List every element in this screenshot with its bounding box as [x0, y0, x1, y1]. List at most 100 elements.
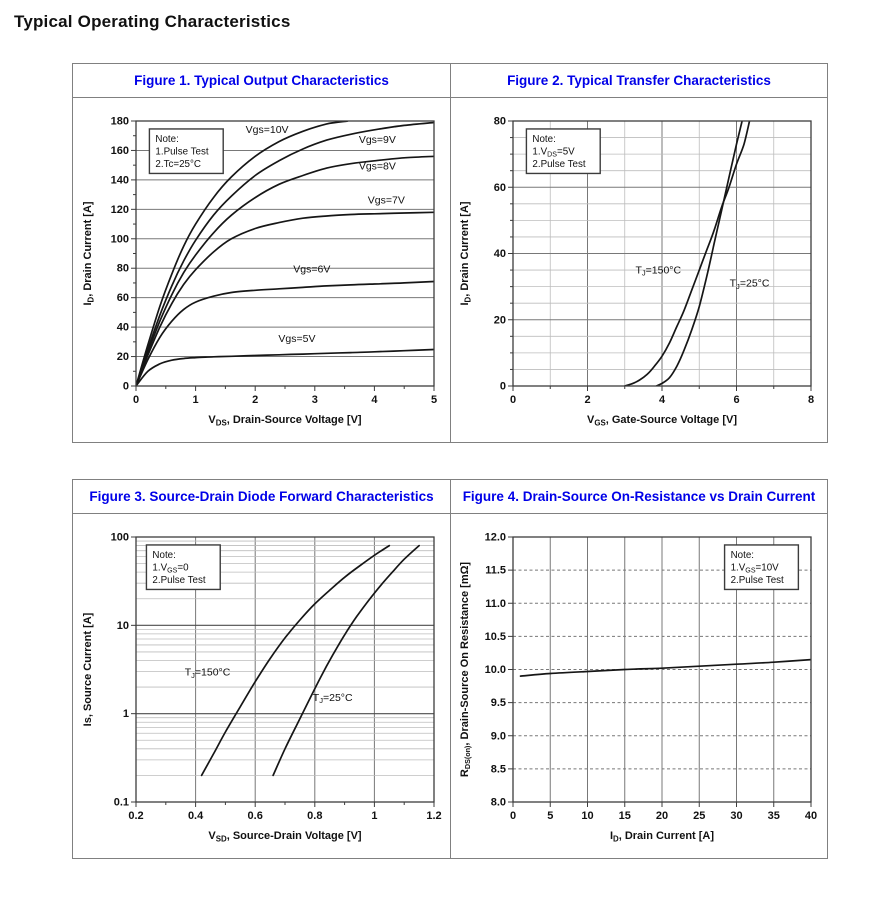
svg-text:Vgs=7V: Vgs=7V: [367, 194, 404, 206]
svg-text:11.5: 11.5: [485, 565, 506, 577]
svg-text:35: 35: [768, 810, 780, 822]
svg-text:60: 60: [116, 292, 128, 304]
page-title: Typical Operating Characteristics: [14, 12, 291, 31]
svg-text:10.5: 10.5: [485, 631, 506, 643]
svg-text:1: 1: [371, 810, 377, 822]
svg-text:VGS, Gate-Source Voltage [V]: VGS, Gate-Source Voltage [V]: [587, 414, 737, 427]
svg-text:TJ=150°C: TJ=150°C: [635, 264, 681, 277]
svg-text:ID, Drain Current [A]: ID, Drain Current [A]: [610, 830, 714, 843]
figure-table-top: Figure 1. Typical Output Characteristics…: [72, 63, 828, 443]
svg-text:10.0: 10.0: [485, 664, 506, 676]
svg-text:80: 80: [494, 116, 506, 128]
svg-text:9.5: 9.5: [491, 697, 506, 709]
svg-text:8.5: 8.5: [491, 763, 506, 775]
svg-text:Note:: Note:: [155, 134, 178, 145]
svg-text:12.0: 12.0: [485, 532, 506, 544]
svg-text:9.0: 9.0: [491, 730, 506, 742]
svg-text:60: 60: [494, 182, 506, 194]
svg-text:15: 15: [619, 810, 631, 822]
figure2-title: Figure 2. Typical Transfer Characteristi…: [451, 64, 827, 98]
svg-text:0: 0: [510, 394, 516, 406]
svg-text:100: 100: [110, 532, 128, 544]
figure4-chart: 0 5 10 15 20 25 30 35 40 8.0 8.5 9.0 9.5 10.0 10.5 11.0…: [451, 514, 827, 858]
svg-text:1.VGS=0: 1.VGS=0: [152, 562, 189, 574]
figure4-chart-svg: 0 5 10 15 20 25 30 35 40 8.0 8.5 9.0 9.5 10.0 10.5 11.0…: [459, 532, 817, 844]
svg-text:Vgs=10V: Vgs=10V: [245, 124, 288, 136]
svg-text:1: 1: [192, 394, 198, 406]
svg-text:8: 8: [808, 394, 814, 406]
svg-text:10: 10: [116, 620, 128, 632]
svg-text:1.VDS=5V: 1.VDS=5V: [532, 146, 575, 158]
svg-text:Vgs=8V: Vgs=8V: [358, 161, 395, 173]
svg-text:140: 140: [110, 174, 128, 186]
figure1-chart-svg: 0 1 2 3 4 5 0 20 40 60 80 100 120 140 160 180 VDS, Drain…: [82, 116, 437, 428]
svg-text:Is, Source Current [A]: Is, Source Current [A]: [82, 612, 94, 726]
svg-text:Vgs=5V: Vgs=5V: [278, 333, 315, 345]
svg-text:20: 20: [116, 351, 128, 363]
svg-text:2: 2: [252, 394, 258, 406]
svg-text:2: 2: [584, 394, 590, 406]
svg-text:20: 20: [494, 314, 506, 326]
svg-text:TJ=150°C: TJ=150°C: [184, 667, 230, 680]
svg-text:Vgs=6V: Vgs=6V: [293, 264, 330, 276]
figure3-cell: Figure 3. Source-Drain Diode Forward Cha…: [73, 480, 450, 858]
figure1-title: Figure 1. Typical Output Characteristics: [73, 64, 450, 98]
svg-text:5: 5: [430, 394, 436, 406]
svg-text:1: 1: [122, 708, 128, 720]
svg-text:5: 5: [547, 810, 553, 822]
svg-text:2.Pulse Test: 2.Pulse Test: [152, 575, 205, 586]
svg-text:0: 0: [510, 810, 516, 822]
figure3-chart: 0.2 0.4 0.6 0.8 1 1.2 0.1 1 10 100 VSD, Source-Dra…: [73, 514, 450, 858]
svg-text:0: 0: [122, 381, 128, 393]
svg-text:0.6: 0.6: [247, 810, 262, 822]
figure1-cell: Figure 1. Typical Output Characteristics…: [73, 64, 450, 442]
svg-text:8.0: 8.0: [491, 797, 506, 809]
figure3-title: Figure 3. Source-Drain Diode Forward Cha…: [73, 480, 450, 514]
figure4-title: Figure 4. Drain-Source On-Resistance vs …: [451, 480, 827, 514]
svg-text:100: 100: [110, 233, 128, 245]
svg-text:120: 120: [110, 204, 128, 216]
svg-text:Note:: Note:: [152, 550, 175, 561]
figure2-cell: Figure 2. Typical Transfer Characteristi…: [450, 64, 827, 442]
svg-text:10: 10: [581, 810, 593, 822]
svg-text:2.Pulse Test: 2.Pulse Test: [532, 159, 585, 170]
svg-text:11.0: 11.0: [485, 598, 506, 610]
svg-text:VSD, Source-Drain Voltage [V]: VSD, Source-Drain Voltage [V]: [208, 830, 362, 843]
svg-text:0.4: 0.4: [187, 810, 203, 822]
svg-text:ID, Drain Current [A]: ID, Drain Current [A]: [459, 201, 472, 305]
svg-text:Note:: Note:: [532, 134, 555, 145]
svg-text:1.Pulse Test: 1.Pulse Test: [155, 146, 208, 157]
svg-text:40: 40: [805, 810, 817, 822]
svg-text:2.Pulse Test: 2.Pulse Test: [731, 575, 784, 586]
svg-text:0: 0: [132, 394, 138, 406]
svg-text:3: 3: [311, 394, 317, 406]
svg-text:1.2: 1.2: [426, 810, 441, 822]
svg-text:VDS, Drain-Source Voltage [V]: VDS, Drain-Source Voltage [V]: [208, 414, 362, 427]
svg-text:80: 80: [116, 263, 128, 275]
figure2-chart: 0 2 4 6 8 0 20 40 60 80 VGS, Gate-Source Voltage […: [451, 98, 827, 442]
svg-text:180: 180: [110, 116, 128, 128]
svg-text:1.VGS=10V: 1.VGS=10V: [731, 562, 780, 574]
svg-text:2.Tc=25°C: 2.Tc=25°C: [155, 159, 201, 170]
svg-text:TJ=25°C: TJ=25°C: [730, 278, 770, 291]
svg-text:0.1: 0.1: [113, 797, 128, 809]
figure4-cell: Figure 4. Drain-Source On-Resistance vs …: [450, 480, 827, 858]
svg-text:RDS(on), Drain-Source On Resis: RDS(on), Drain-Source On Resistance [mΩ]: [459, 562, 472, 777]
svg-text:40: 40: [494, 248, 506, 260]
svg-text:Vgs=9V: Vgs=9V: [358, 134, 395, 146]
svg-text:40: 40: [116, 322, 128, 334]
svg-text:Note:: Note:: [731, 550, 754, 561]
svg-text:25: 25: [693, 810, 705, 822]
figure1-chart: 0 1 2 3 4 5 0 20 40 60 80 100 120 140 160 180 VDS, Drain…: [73, 98, 450, 442]
figure3-chart-svg: 0.2 0.4 0.6 0.8 1 1.2 0.1 1 10 100 VSD, Source-Dra…: [82, 532, 442, 844]
svg-text:4: 4: [371, 394, 378, 406]
figure-table-bottom: Figure 3. Source-Drain Diode Forward Cha…: [72, 479, 828, 859]
svg-text:0: 0: [500, 381, 506, 393]
svg-text:20: 20: [656, 810, 668, 822]
svg-text:TJ=25°C: TJ=25°C: [312, 692, 352, 705]
svg-text:4: 4: [659, 394, 666, 406]
svg-text:30: 30: [730, 810, 742, 822]
svg-text:6: 6: [733, 394, 739, 406]
svg-text:0.2: 0.2: [128, 810, 143, 822]
